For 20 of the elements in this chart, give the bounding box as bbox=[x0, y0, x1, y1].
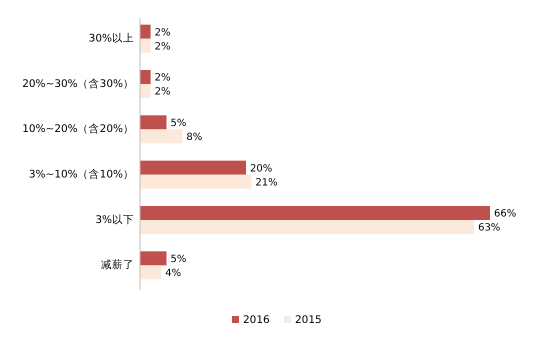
data-label: 2% bbox=[154, 86, 170, 98]
data-label: 2% bbox=[154, 72, 170, 84]
y-tick-label: 3%~10%（含10%） bbox=[28, 168, 134, 181]
y-tick-label: 20%~30%（含30%） bbox=[22, 76, 134, 90]
data-label: 63% bbox=[478, 222, 500, 234]
y-tick-label: 减薪了 bbox=[101, 258, 134, 272]
data-label: 2% bbox=[154, 27, 170, 38]
data-label: 20% bbox=[250, 163, 272, 174]
data-label: 5% bbox=[170, 118, 186, 130]
data-label: 8% bbox=[186, 132, 202, 144]
data-label: 66% bbox=[494, 208, 516, 220]
data-label: 5% bbox=[170, 254, 186, 266]
legend-label: 2015 bbox=[295, 314, 322, 326]
y-tick-label: 30%以上 bbox=[88, 32, 134, 45]
data-label: 2% bbox=[154, 41, 170, 52]
data-label: 21% bbox=[255, 177, 278, 188]
legend-label: 2016 bbox=[243, 314, 270, 326]
y-tick-label: 10%~20%（含20%） bbox=[22, 122, 134, 136]
y-tick-label: 3%以下 bbox=[95, 212, 134, 226]
data-label: 4% bbox=[165, 268, 182, 280]
